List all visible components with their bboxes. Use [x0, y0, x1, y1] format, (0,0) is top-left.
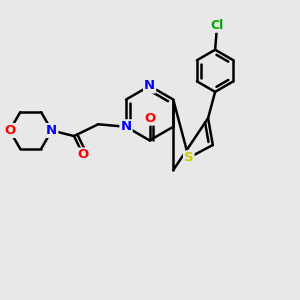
Text: N: N — [144, 80, 155, 92]
Text: N: N — [121, 120, 132, 133]
Text: O: O — [78, 148, 89, 161]
Text: Cl: Cl — [210, 19, 223, 32]
Text: N: N — [46, 124, 57, 137]
Text: S: S — [184, 151, 194, 164]
Text: O: O — [144, 112, 155, 124]
Text: O: O — [4, 124, 15, 137]
